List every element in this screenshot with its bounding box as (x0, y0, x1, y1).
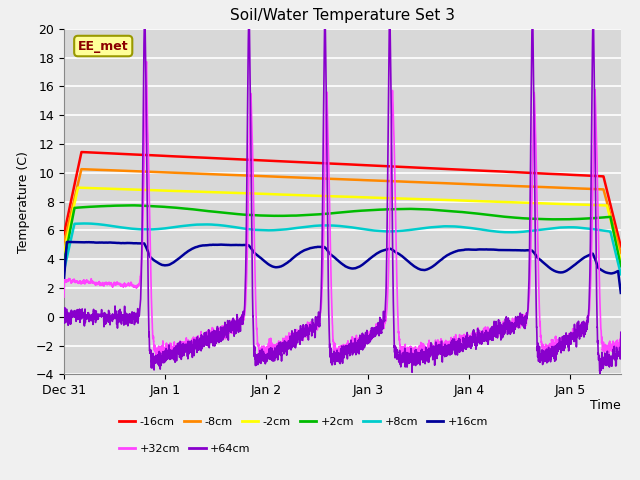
-16cm (88, 150, 96, 156)
-8cm (473, 181, 481, 187)
-2cm (503, 199, 511, 205)
+16cm (88, 240, 96, 245)
+8cm (79, 221, 87, 227)
-2cm (88, 185, 96, 191)
Legend: +32cm, +64cm: +32cm, +64cm (114, 440, 255, 459)
+32cm (617, 332, 625, 337)
+16cm (60, 276, 68, 282)
-8cm (414, 180, 422, 185)
+2cm (617, 264, 625, 269)
+64cm (596, 371, 604, 377)
-16cm (414, 165, 422, 170)
-8cm (262, 173, 269, 179)
-2cm (74, 185, 82, 191)
+2cm (60, 260, 68, 265)
Title: Soil/Water Temperature Set 3: Soil/Water Temperature Set 3 (230, 9, 455, 24)
+32cm (503, 323, 511, 328)
Text: EE_met: EE_met (78, 39, 129, 52)
-16cm (473, 168, 481, 173)
+8cm (617, 271, 625, 277)
-8cm (617, 250, 625, 256)
+2cm (88, 204, 96, 210)
Y-axis label: Temperature (C): Temperature (C) (17, 151, 30, 252)
+16cm (414, 265, 422, 271)
-8cm (77, 166, 85, 172)
+16cm (390, 248, 397, 253)
-16cm (390, 164, 397, 169)
+32cm (402, 357, 410, 362)
-16cm (617, 244, 625, 250)
+64cm (390, 312, 397, 317)
+32cm (414, 349, 422, 355)
+32cm (262, 348, 269, 354)
-2cm (473, 198, 481, 204)
-16cm (60, 231, 68, 237)
Line: +32cm: +32cm (64, 61, 621, 360)
+64cm (60, 316, 68, 322)
+32cm (473, 335, 481, 340)
+2cm (414, 206, 422, 212)
+2cm (390, 206, 397, 212)
Line: +16cm: +16cm (64, 242, 621, 293)
+16cm (262, 259, 269, 265)
-16cm (262, 158, 269, 164)
+64cm (88, 314, 96, 320)
-2cm (390, 195, 397, 201)
Line: +2cm: +2cm (64, 205, 621, 266)
-16cm (503, 169, 511, 175)
-8cm (390, 179, 397, 184)
-2cm (262, 191, 269, 197)
+8cm (473, 226, 481, 232)
+64cm (414, 354, 422, 360)
+2cm (262, 213, 269, 218)
+16cm (473, 247, 481, 252)
+16cm (503, 247, 511, 253)
+8cm (503, 229, 511, 235)
+8cm (390, 228, 397, 234)
+64cm (473, 335, 481, 341)
+16cm (65, 239, 73, 245)
-2cm (414, 196, 422, 202)
+2cm (127, 203, 135, 208)
-2cm (617, 258, 625, 264)
Line: -2cm: -2cm (64, 188, 621, 261)
Line: +8cm: +8cm (64, 224, 621, 274)
+8cm (262, 228, 269, 233)
Line: -16cm: -16cm (64, 152, 621, 247)
+32cm (143, 59, 150, 64)
+8cm (414, 226, 422, 232)
+64cm (140, 26, 148, 32)
+2cm (503, 214, 511, 220)
Line: -8cm: -8cm (64, 169, 621, 253)
+64cm (262, 357, 269, 362)
+32cm (60, 294, 68, 300)
Text: Time: Time (590, 398, 621, 411)
+32cm (390, 122, 397, 128)
+8cm (60, 267, 68, 273)
+64cm (617, 329, 625, 335)
-8cm (503, 183, 511, 189)
-8cm (88, 167, 96, 172)
Line: +64cm: +64cm (64, 29, 621, 374)
-8cm (60, 240, 68, 246)
+64cm (503, 320, 511, 326)
+16cm (617, 290, 625, 296)
+2cm (473, 211, 481, 216)
+8cm (88, 221, 96, 227)
-16cm (77, 149, 85, 155)
-2cm (60, 249, 68, 255)
+32cm (88, 279, 96, 285)
